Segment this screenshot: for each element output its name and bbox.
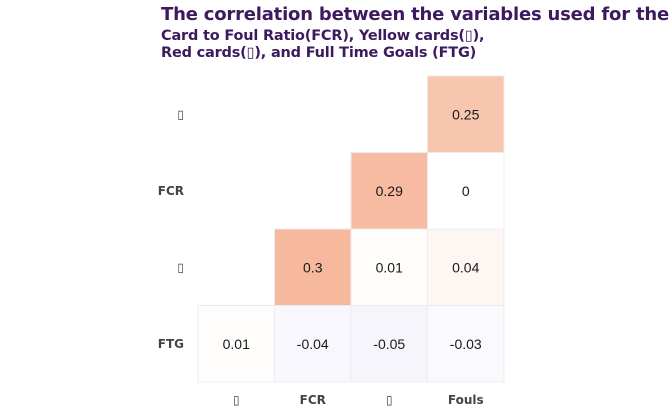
heatmap-cell-labels: 0.25 0.29 0 0.3 0.01 0.04 0.01 -0.04 -0.05 -0.03	[223, 106, 482, 352]
y-axis-tick-label: ▯	[177, 107, 184, 121]
x-axis-tick-label: ▯	[386, 393, 393, 407]
heatmap-cell-value: 0.29	[376, 183, 403, 199]
heatmap-cell-value: 0.3	[303, 259, 323, 275]
chart-subtitle-line-2: Red cards(▯), and Full Time Goals (FTG)	[161, 44, 477, 61]
heatmap-cell	[350, 228, 428, 306]
y-axis-tick-label: FTG	[158, 337, 184, 351]
x-axis-tick-labels: ▯ FCR ▯ Fouls	[233, 393, 484, 407]
heatmap-cell-value: 0	[462, 183, 470, 199]
heatmap-cell-value: 0.25	[452, 106, 479, 122]
heatmap-cell-value: 0.04	[452, 259, 479, 275]
heatmap-cell	[350, 305, 428, 383]
heatmap-cells	[197, 75, 505, 383]
chart-subtitle: Card to Foul Ratio(FCR), Yellow cards(▯)…	[161, 28, 485, 61]
heatmap-cell	[197, 305, 275, 383]
heatmap-cell	[427, 305, 505, 383]
y-axis-tick-label: ▯	[177, 260, 184, 274]
heatmap-cell-value: 0.01	[376, 259, 403, 275]
heatmap-cell-value: -0.04	[297, 336, 329, 352]
x-axis-tick-label: ▯	[233, 393, 240, 407]
chart-subtitle-line-1: Card to Foul Ratio(FCR), Yellow cards(▯)…	[161, 28, 485, 44]
heatmap-cell	[427, 152, 505, 230]
heatmap-cell	[427, 228, 505, 306]
x-axis-tick-label: Fouls	[448, 393, 484, 407]
y-axis-tick-labels: ▯ FCR ▯ FTG	[158, 107, 184, 351]
heatmap-cell	[427, 75, 505, 153]
heatmap-cell	[274, 228, 352, 306]
y-axis-tick-label: FCR	[158, 184, 184, 198]
x-axis-tick-label: FCR	[300, 393, 326, 407]
heatmap-cell-value: -0.05	[373, 336, 405, 352]
chart-title: The correlation between the variables us…	[161, 4, 672, 25]
heatmap-cell-value: -0.03	[450, 336, 482, 352]
heatmap-cell-value: 0.01	[223, 336, 250, 352]
